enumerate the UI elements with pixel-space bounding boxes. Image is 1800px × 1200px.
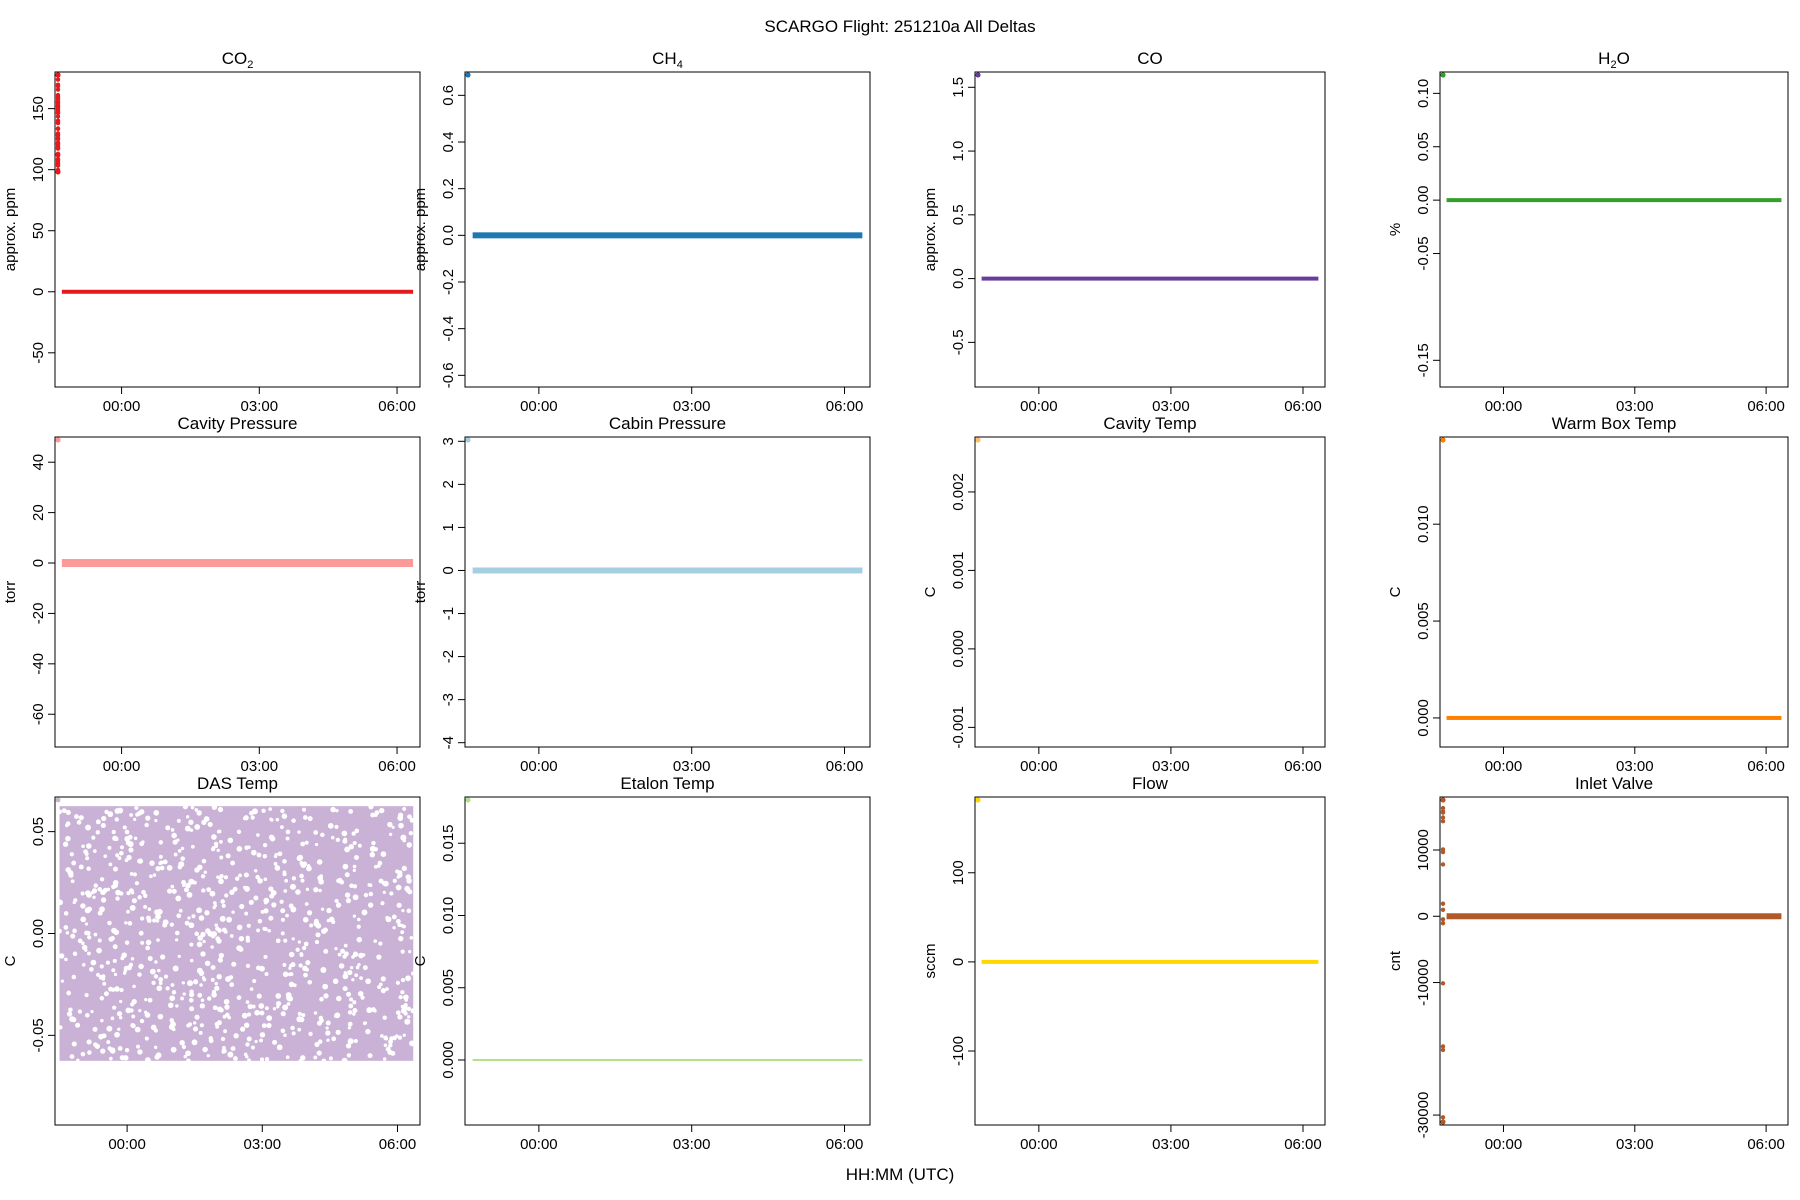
x-tick-label: 06:00 — [378, 398, 416, 415]
data-point — [55, 92, 61, 98]
panel-title-subscript: 4 — [677, 59, 683, 71]
panel-title-h2o: H2O — [1598, 49, 1630, 71]
data-point — [55, 132, 61, 137]
panel-title-co: CO — [1137, 49, 1163, 68]
data-point — [55, 169, 61, 175]
panel-title-co2: CO2 — [222, 49, 254, 71]
data-point — [55, 87, 61, 92]
plot-frame-co — [974, 71, 1326, 388]
x-tick-label: 06:00 — [1284, 398, 1322, 415]
x-tick-label: 06:00 — [826, 398, 864, 415]
y-label-ch4: approx. ppm — [412, 188, 429, 271]
baseline-band — [472, 232, 863, 239]
y-label-co2: approx. ppm — [2, 188, 19, 271]
y-tick-label: 1.0 — [950, 141, 967, 162]
data-point — [55, 77, 61, 82]
data-point — [55, 126, 61, 131]
data-point — [55, 163, 61, 168]
plot-frame-co2 — [54, 71, 421, 388]
y-tick-label: 0.0 — [440, 225, 457, 246]
data-point — [55, 114, 61, 119]
panel-title-tail: O — [1617, 49, 1630, 68]
points-h2o — [1440, 72, 1782, 203]
y-tick-label: 0.5 — [950, 204, 967, 225]
data-point — [55, 158, 61, 163]
y-label-co: approx. ppm — [922, 188, 939, 271]
panel-title-main: CH — [652, 49, 677, 68]
x-tick-label: 03:00 — [241, 398, 279, 415]
data-point — [465, 72, 471, 78]
data-point — [55, 151, 61, 157]
y-label-h2o: % — [1387, 223, 1404, 236]
panel-title-main: CO — [222, 49, 248, 68]
x-tick-label: 00:00 — [520, 398, 558, 415]
x-tick-label: 03:00 — [673, 398, 711, 415]
data-point — [55, 72, 61, 78]
data-point — [55, 141, 61, 146]
y-tick-label: -50 — [30, 342, 47, 364]
panel-title-main: H — [1598, 49, 1610, 68]
panel-title-ch4: CH4 — [652, 49, 683, 71]
data-point — [55, 120, 61, 125]
figure-title: SCARGO Flight: 251210a All Deltas — [764, 17, 1035, 36]
baseline-band — [981, 276, 1319, 281]
panel-co: CO approx. ppm 00:00 03:00 06:00 -0.5 0.0 0.5 1.… — [922, 49, 1326, 415]
baseline-band — [1446, 198, 1782, 203]
panel-title-subscript: 2 — [247, 59, 253, 71]
y-tick-label: -0.5 — [950, 329, 967, 355]
y-tick-label: -0.4 — [440, 316, 457, 342]
plot-frame-ch4 — [464, 71, 871, 388]
panel-co2: CO2 approx. ppm 00:00 03:00 06:00 -50 0 50 100 15… — [2, 49, 421, 415]
points-ch4 — [465, 72, 863, 239]
y-tick-label: 0.6 — [440, 85, 457, 106]
x-tick-label: 00:00 — [1020, 398, 1058, 415]
y-tick-label: 1.5 — [950, 77, 967, 98]
points-co2 — [55, 72, 414, 294]
y-tick-label: -0.2 — [440, 269, 457, 295]
y-tick-label: 0.4 — [440, 132, 457, 153]
y-tick-label: 0.2 — [440, 178, 457, 199]
y-tick-label: 150 — [30, 96, 47, 121]
panel-ch4: CH4 approx. ppm 00:00 03:00 06:00 -0.6 -0.4 -0.… — [412, 49, 871, 415]
x-tick-label: 00:00 — [103, 398, 141, 415]
panel-h2o: H2O%00:00 03:00 06:00-0.15-0.050.000.050.1… — [1387, 49, 1789, 415]
y-tick-label: 50 — [30, 222, 47, 239]
data-point — [55, 82, 61, 87]
y-tick-label: 100 — [30, 157, 47, 182]
baseline-band — [61, 289, 414, 294]
data-point — [975, 72, 981, 78]
y-tick-label: 0 — [30, 288, 47, 296]
points-co — [975, 72, 1319, 281]
data-point — [55, 101, 61, 107]
panel-title-main: CO — [1137, 49, 1163, 68]
y-tick-label: -0.6 — [440, 362, 457, 388]
x-tick-label: 03:00 — [1152, 398, 1190, 415]
y-tick-label: 0.0 — [950, 268, 967, 289]
data-point — [55, 146, 61, 151]
